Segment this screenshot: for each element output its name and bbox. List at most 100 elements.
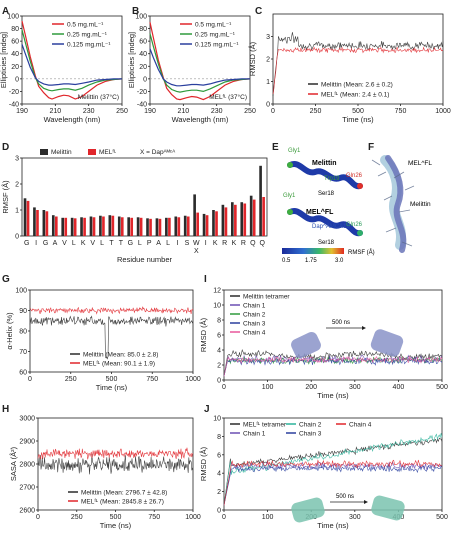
G-y-tick-label: 70 <box>19 349 27 356</box>
helix-end-marker <box>287 209 293 215</box>
D-bar-1-3 <box>54 216 58 236</box>
A-y-tick-label: -40 <box>9 102 19 109</box>
B-y-tick-label: 80 <box>139 26 147 33</box>
I-series-0-line <box>223 349 443 377</box>
D-bar-0-13 <box>146 218 149 236</box>
colorbar-tick-mid: 1.75 <box>305 258 317 264</box>
A-y-tick-label: 40 <box>11 51 19 58</box>
B-series-2-line <box>149 48 250 87</box>
B-legend-label-0: 0.5 mg.mL⁻¹ <box>195 22 232 29</box>
B-legend-label-1: 0.25 mg.mL⁻¹ <box>195 32 236 39</box>
D-bar-0-14 <box>155 218 159 236</box>
A-legend-label-0: 0.5 mg.mL⁻¹ <box>67 22 104 29</box>
D-category-label-17: S <box>185 240 190 247</box>
A-series-1-line <box>21 29 123 92</box>
J-series-0-line <box>223 437 443 506</box>
C-x-tick-label: 250 <box>310 108 322 115</box>
I-y-tick-label: 2 <box>217 363 221 370</box>
D-category-label-22: K <box>232 240 237 247</box>
D-bar-1-14 <box>158 218 162 236</box>
H-x-tick-label: 500 <box>110 514 122 521</box>
J-x-tick-label: 500 <box>436 514 448 521</box>
C-x-tick-label: 1000 <box>435 108 451 115</box>
J-series-2-line <box>223 433 443 506</box>
J-y-tick-label: 8 <box>217 434 221 441</box>
H-x-tick-label: 1000 <box>185 514 201 521</box>
D-bar-1-25 <box>262 197 265 236</box>
B-y-tick-label: 20 <box>139 64 147 71</box>
inset-i-label: 500 ns <box>332 320 350 326</box>
D-plot-frame <box>21 157 268 237</box>
J-y-tick-label: 6 <box>217 452 221 459</box>
panel-label-f: F <box>368 142 374 153</box>
B-plot-frame <box>149 15 251 105</box>
G-x-tick-label: 250 <box>65 376 77 383</box>
J-y-tick-label: 4 <box>217 471 221 478</box>
structure-e: Melittin Gly1 Trp19 Ser18 Gln26 Gly1 MEL… <box>282 148 375 264</box>
D-bar-1-9 <box>111 215 115 236</box>
D-category-label-3: A <box>53 240 58 247</box>
panel-label-b: B <box>132 6 139 17</box>
tetramer-inset-i: 500 ns <box>291 320 404 359</box>
I-legend-label-4: Chain 4 <box>243 330 266 337</box>
A-plot-frame <box>21 15 123 105</box>
J-legend-label-3: Chain 3 <box>299 431 322 438</box>
C-x-tick-label: 0 <box>271 108 275 115</box>
I-y-tick-label: 0 <box>217 378 221 385</box>
label-gln26-top: Gln26 <box>346 173 363 179</box>
D-category-label-9: T <box>109 240 114 247</box>
I-y-tick-label: 12 <box>213 288 221 295</box>
panel-label-c: C <box>255 6 262 17</box>
sidechain-sticks <box>371 159 415 247</box>
G-legend-label-1: MELᶠᴸ (Mean: 90.1 ± 1.9) <box>83 361 155 368</box>
D-category-label-4: V <box>62 240 67 247</box>
panel-label-g: G <box>2 274 10 285</box>
D-category-label-11: G <box>128 240 133 247</box>
D-x-axis-label: Residue number <box>117 255 173 264</box>
I-legend-label-2: Chain 2 <box>243 312 266 319</box>
D-bar-0-5 <box>70 217 74 236</box>
D-bar-0-15 <box>165 217 168 236</box>
B-y-tick-label: 40 <box>139 51 147 58</box>
D-bar-0-1 <box>33 207 36 236</box>
I-legend-label-0: Melittin tetramer <box>243 294 290 301</box>
C-legend-label-1: MELᶠᴸ (Mean: 2.4 ± 0.1) <box>321 92 389 99</box>
I-legend-label-3: Chain 3 <box>243 321 266 328</box>
B-x-tick-label: 230 <box>211 108 223 115</box>
J-series-3-line <box>223 464 443 506</box>
D-bar-1-6 <box>83 217 86 236</box>
I-y-tick-label: 6 <box>217 333 221 340</box>
I-y-tick-label: 8 <box>217 318 221 325</box>
label-gly1-top: Gly1 <box>288 148 301 154</box>
label-ser18-bottom: Ser18 <box>318 240 335 246</box>
A-y-tick-label: 60 <box>11 39 19 46</box>
I-x-tick-label: 200 <box>305 384 317 391</box>
D-bar-0-17 <box>183 215 187 236</box>
D-marked-x: X <box>194 248 199 255</box>
H-y-tick-label: 2600 <box>19 508 35 515</box>
D-bar-1-12 <box>139 217 143 236</box>
J-x-axis-label: Time (ns) <box>317 521 349 530</box>
I-y-tick-label: 10 <box>213 303 221 310</box>
I-x-tick-label: 300 <box>349 384 361 391</box>
D-bar-1-22 <box>234 204 237 236</box>
A-x-tick-label: 210 <box>49 108 61 115</box>
J-legend-label-4: Chain 4 <box>349 422 372 429</box>
D-bar-0-6 <box>80 217 83 236</box>
D-bar-1-1 <box>36 210 39 236</box>
D-bar-0-12 <box>136 217 140 236</box>
panel-label-h: H <box>2 404 9 415</box>
G-y-tick-label: 80 <box>19 329 27 336</box>
A-x-tick-label: 250 <box>116 108 128 115</box>
C-plot-frame <box>272 13 444 105</box>
C-y-tick-label: 3 <box>266 34 270 41</box>
panel-label-j: J <box>204 404 210 415</box>
D-category-label-1: I <box>35 240 37 247</box>
H-series-1-line <box>37 447 194 460</box>
C-x-tick-label: 500 <box>352 108 364 115</box>
I-legend-label-1: Chain 1 <box>243 303 266 310</box>
D-y-tick-label: 3 <box>15 156 19 163</box>
I-x-tick-label: 0 <box>222 384 226 391</box>
D-legend-extra: X = Dapᴬᴹᶜᴬ <box>140 148 175 156</box>
D-bar-0-8 <box>99 215 102 236</box>
